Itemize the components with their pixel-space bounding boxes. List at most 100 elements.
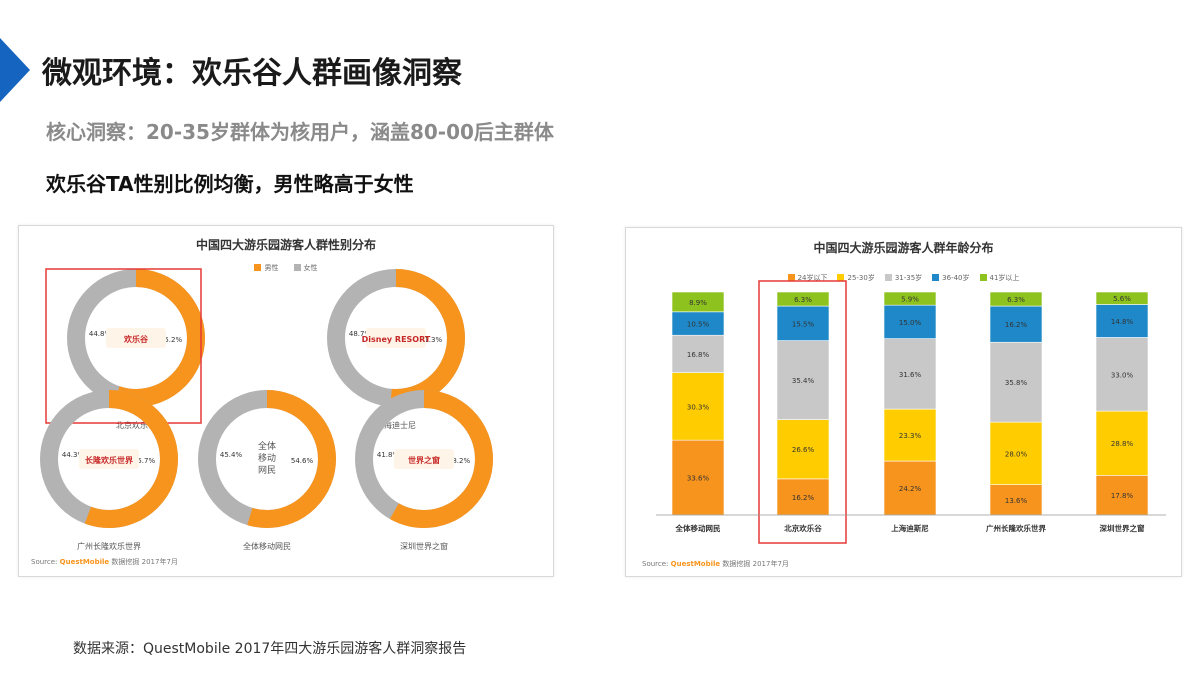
legend-label: 25-30岁 (847, 273, 875, 282)
donut-name-label: 深圳世界之窗 (400, 541, 448, 551)
bar-value-label: 15.5% (792, 320, 815, 328)
bar-value-label: 33.6% (687, 475, 710, 483)
x-tick-label: 广州长隆欢乐世界 (986, 523, 1046, 533)
gender-chart-panel: 中国四大游乐园游客人群性别分布 男性 女性 55.2% 44.8% 欢乐谷 北京欢乐谷… (18, 225, 554, 577)
bar-value-label: 30.3% (687, 403, 710, 411)
bar-segment (1095, 410, 1149, 476)
bar-segment (989, 291, 1043, 307)
donut-center-text: 网民 (258, 465, 276, 476)
age-chart-source: Source: QuestMobile 数据挖掘 2017年7月 (642, 559, 789, 569)
bar-value-label: 6.3% (794, 296, 812, 304)
bar-value-label: 5.9% (901, 296, 919, 304)
bar-value-label: 10.5% (687, 321, 710, 329)
park-logo-text: Disney RESORT (362, 335, 431, 344)
x-tick-label: 全体移动网民 (675, 523, 721, 533)
title-accent-triangle (0, 38, 30, 102)
legend-label-male: 男性 (264, 263, 279, 272)
park-logo-badge (366, 328, 426, 348)
bar-segment (883, 291, 937, 306)
legend-item-age: 41岁以上 (979, 273, 1020, 283)
bar-segment (776, 419, 830, 480)
bar-segment (671, 291, 725, 313)
bar-stack: 24.2% 23.3% 31.6% 15.0% 5.9% (883, 291, 937, 516)
legend-label: 31-35岁 (894, 273, 923, 282)
bar-value-label: 16.8% (687, 351, 710, 359)
donut-name-label: 全体移动网民 (243, 541, 291, 551)
donut-name-label: 北京欢乐谷 (116, 420, 156, 430)
bar-segment (989, 421, 1043, 485)
donut-female-label: 41.8% (377, 451, 400, 459)
legend-swatch (787, 274, 795, 281)
park-logo-badge (79, 449, 139, 469)
age-chart-panel: 中国四大游乐园游客人群年龄分布 24岁以下 25-30岁 31-35岁 36-40岁 4… (625, 227, 1182, 577)
donut-male-label: 55.7% (133, 457, 156, 465)
bar-value-label: 16.2% (792, 494, 815, 502)
bar-value-label: 23.3% (899, 432, 922, 440)
highlight-box (758, 280, 847, 544)
park-logo-text: 长隆欢乐世界 (85, 455, 134, 465)
park-logo: Disney RESORT (362, 328, 431, 348)
donut-female-label: 44.3% (62, 451, 85, 459)
park-logo: 欢乐谷 (106, 328, 166, 348)
bar-segment (776, 478, 830, 516)
bar-value-label: 17.8% (1111, 492, 1134, 500)
bar-value-label: 15.0% (899, 319, 922, 327)
legend-swatch (884, 274, 892, 281)
bar-value-label: 31.6% (899, 371, 922, 379)
legend-label: 41岁以上 (989, 273, 1020, 282)
x-tick-label: 上海迪斯尼 (891, 523, 929, 533)
source-brand: QuestMobile (59, 558, 110, 566)
bar-segment (776, 291, 830, 307)
source-suffix: 数据挖掘 2017年7月 (111, 558, 178, 566)
bar-segment (1095, 291, 1149, 305)
data-source-footer: 数据来源：QuestMobile 2017年四大游乐园游客人群洞察报告 (73, 641, 467, 657)
page-title: 微观环境：欢乐谷人群画像洞察 (42, 56, 462, 91)
bar-stack: 33.6% 30.3% 16.8% 10.5% 8.9% (671, 291, 725, 516)
gender-legend: 男性 女性 (19, 256, 553, 275)
legend-item-age: 24岁以下 (787, 273, 828, 283)
legend-item-female: 女性 (293, 263, 318, 273)
age-legend: 24岁以下 25-30岁 31-35岁 36-40岁 41岁以上 (626, 266, 1181, 285)
legend-label: 24岁以下 (797, 273, 828, 282)
legend-swatch (932, 274, 940, 281)
park-logo-text: 世界之窗 (408, 455, 440, 465)
park-logo-badge (106, 328, 166, 348)
park-logo: 长隆欢乐世界 (79, 449, 139, 469)
bar-value-label: 35.4% (792, 377, 815, 385)
donut-female-label: 45.4% (220, 451, 243, 459)
donut-male-label: 55.2% (160, 336, 183, 344)
highlight-box (45, 268, 202, 424)
park-logo: 世界之窗 (394, 449, 454, 469)
age-chart-title: 中国四大游乐园游客人群年龄分布 (813, 241, 994, 255)
legend-item-male: 男性 (254, 263, 278, 273)
age-stacked-bar-chart: 33.6% 30.3% 16.8% 10.5% 8.9% 全体移动网民 16.2% 26.6%… (656, 280, 1166, 544)
bar-segment (989, 341, 1043, 423)
source-suffix: 数据挖掘 2017年7月 (722, 560, 789, 568)
bar-value-label: 28.0% (1005, 450, 1028, 458)
bar-value-label: 33.0% (1111, 371, 1134, 379)
bar-segment (883, 408, 937, 462)
donut-male-label: 54.6% (291, 457, 314, 465)
bar-value-label: 24.2% (899, 485, 922, 493)
donut-name-label: 广州长隆欢乐世界 (77, 541, 141, 551)
bar-value-label: 16.2% (1005, 321, 1028, 329)
legend-item-age: 25-30岁 (837, 273, 875, 283)
park-logo-badge (394, 449, 454, 469)
donut-slice-male (355, 390, 493, 528)
section-heading: 欢乐谷TA性别比例均衡，男性略高于女性 (46, 172, 414, 196)
park-logo-text: 欢乐谷 (123, 334, 149, 344)
bar-segment (1095, 337, 1149, 412)
bar-segment (883, 304, 937, 339)
bar-segment (883, 338, 937, 410)
bar-segment (776, 305, 830, 341)
bar-value-label: 26.6% (792, 446, 815, 454)
source-prefix: Source: (642, 560, 669, 568)
bar-segment (776, 340, 830, 420)
donut-center-text: 移动 (258, 452, 276, 464)
donut-name-label: 上海迪士尼 (376, 420, 416, 430)
bar-stack: 16.2% 26.6% 35.4% 15.5% 6.3% (776, 291, 830, 516)
legend-item-age: 31-35岁 (884, 273, 923, 283)
donut-male-label: 51.3% (420, 336, 443, 344)
bar-value-label: 5.6% (1113, 295, 1131, 303)
